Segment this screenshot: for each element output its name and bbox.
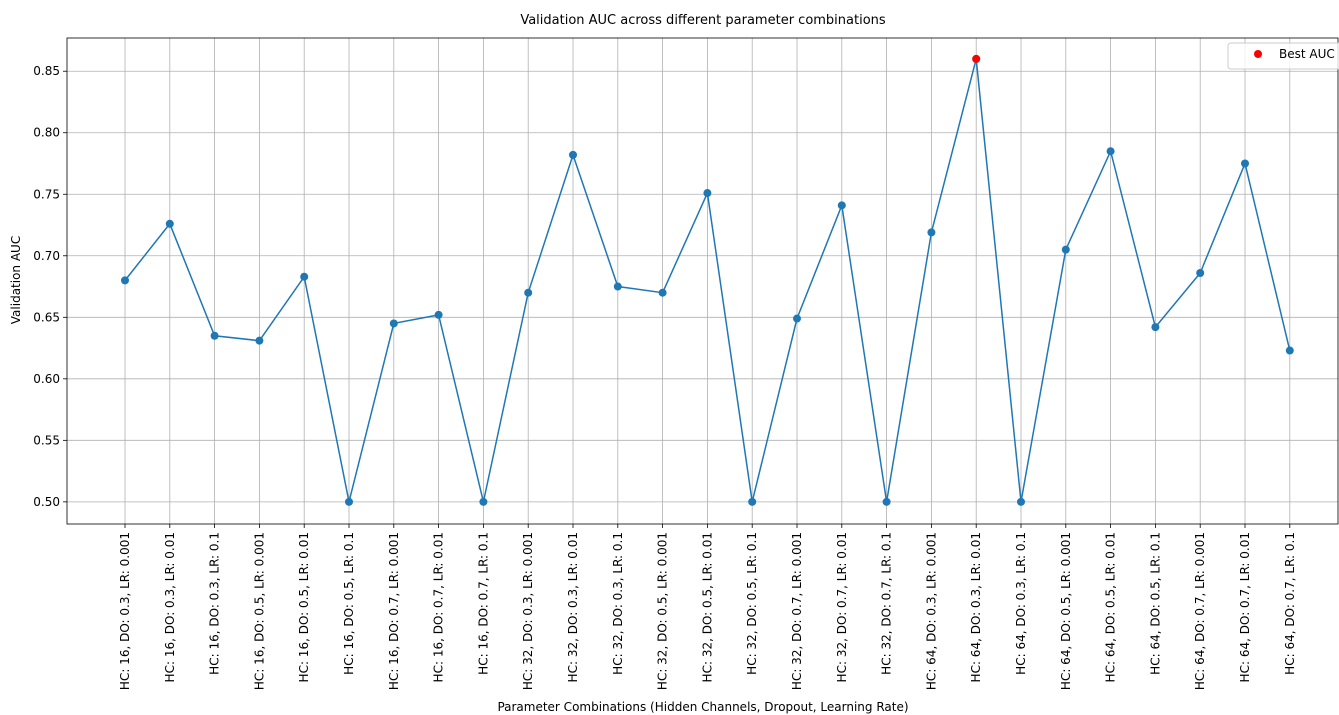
point: [1017, 497, 1025, 506]
x-tick-label: HC: 64, DO: 0.3, LR: 0.01: [969, 532, 983, 682]
point: [479, 497, 488, 506]
point: [210, 331, 219, 340]
x-tick-label: HC: 16, DO: 0.7, LR: 0.001: [387, 532, 401, 690]
legend-marker: [1254, 50, 1262, 58]
y-tick-label: 0.75: [33, 187, 60, 201]
point: [569, 150, 577, 159]
x-tick-label: HC: 32, DO: 0.5, LR: 0.1: [745, 532, 759, 675]
x-tick-label: HC: 16, DO: 0.5, LR: 0.01: [297, 532, 311, 682]
point: [121, 276, 129, 285]
point: [300, 272, 309, 281]
y-tick-label: 0.80: [33, 126, 60, 140]
point: [972, 54, 981, 63]
legend: Best AUC: [1227, 42, 1339, 70]
point: [927, 228, 936, 237]
x-tick-label: HC: 64, DO: 0.5, LR: 0.001: [1059, 532, 1073, 690]
y-tick-label: 0.50: [33, 495, 60, 509]
x-tick-label: HC: 32, DO: 0.3, LR: 0.1: [611, 532, 625, 675]
x-tick-label: HC: 64, DO: 0.7, LR: 0.01: [1238, 532, 1252, 682]
point: [1106, 147, 1115, 156]
x-tick-label: HC: 32, DO: 0.7, LR: 0.001: [790, 532, 804, 690]
y-tick-label: 0.85: [33, 64, 60, 78]
legend-label: Best AUC: [1279, 47, 1335, 61]
x-tick-label: HC: 16, DO: 0.3, LR: 0.001: [118, 532, 132, 690]
point: [837, 201, 846, 210]
y-axis-label: Validation AUC: [9, 236, 23, 324]
point: [748, 497, 757, 506]
point: [389, 319, 398, 328]
x-tick-label: HC: 64, DO: 0.5, LR: 0.1: [1148, 532, 1162, 675]
x-tick-label: HC: 32, DO: 0.5, LR: 0.01: [700, 532, 714, 682]
point: [882, 497, 891, 506]
point: [703, 189, 712, 198]
point: [434, 310, 443, 319]
point: [793, 314, 801, 323]
x-tick-label: HC: 16, DO: 0.7, LR: 0.01: [432, 532, 446, 682]
x-tick-label: HC: 64, DO: 0.7, LR: 0.1: [1283, 532, 1297, 675]
point: [1241, 159, 1249, 168]
x-tick-label: HC: 16, DO: 0.7, LR: 0.1: [476, 532, 490, 675]
point: [345, 497, 353, 506]
point: [658, 288, 667, 297]
point: [255, 336, 264, 345]
x-tick-label: HC: 64, DO: 0.3, LR: 0.001: [924, 532, 938, 690]
point: [524, 288, 533, 297]
point: [1285, 346, 1294, 355]
x-tick-label: HC: 32, DO: 0.7, LR: 0.01: [835, 532, 849, 682]
x-tick-label: HC: 16, DO: 0.3, LR: 0.01: [163, 532, 177, 682]
x-axis-label: Parameter Combinations (Hidden Channels,…: [497, 700, 908, 714]
point: [1151, 323, 1160, 332]
point: [1061, 245, 1070, 254]
x-tick-label: HC: 16, DO: 0.5, LR: 0.1: [342, 532, 356, 675]
x-tick-label: HC: 16, DO: 0.3, LR: 0.1: [208, 532, 222, 675]
x-tick-label: HC: 64, DO: 0.5, LR: 0.01: [1104, 532, 1118, 682]
chart-title: Validation AUC across different paramete…: [520, 13, 886, 28]
legend-box: [1227, 42, 1339, 70]
y-tick-label: 0.70: [33, 249, 60, 263]
x-tick-label: HC: 16, DO: 0.5, LR: 0.001: [252, 532, 266, 690]
plot-frame: [66, 37, 1339, 525]
x-tick-label: HC: 32, DO: 0.3, LR: 0.01: [566, 532, 580, 682]
y-tick-label: 0.60: [33, 372, 60, 386]
x-tick-label: HC: 32, DO: 0.3, LR: 0.001: [521, 532, 535, 690]
y-tick-label: 0.55: [33, 433, 60, 447]
point: [165, 219, 174, 228]
y-tick-label: 0.65: [33, 310, 60, 324]
x-tick-label: HC: 64, DO: 0.3, LR: 0.1: [1014, 532, 1028, 675]
point: [613, 282, 622, 291]
x-tick-label: HC: 64, DO: 0.7, LR: 0.001: [1193, 532, 1207, 690]
point: [1196, 269, 1205, 278]
x-tick-label: HC: 32, DO: 0.7, LR: 0.1: [880, 532, 894, 675]
x-tick-label: HC: 32, DO: 0.5, LR: 0.001: [656, 532, 670, 690]
